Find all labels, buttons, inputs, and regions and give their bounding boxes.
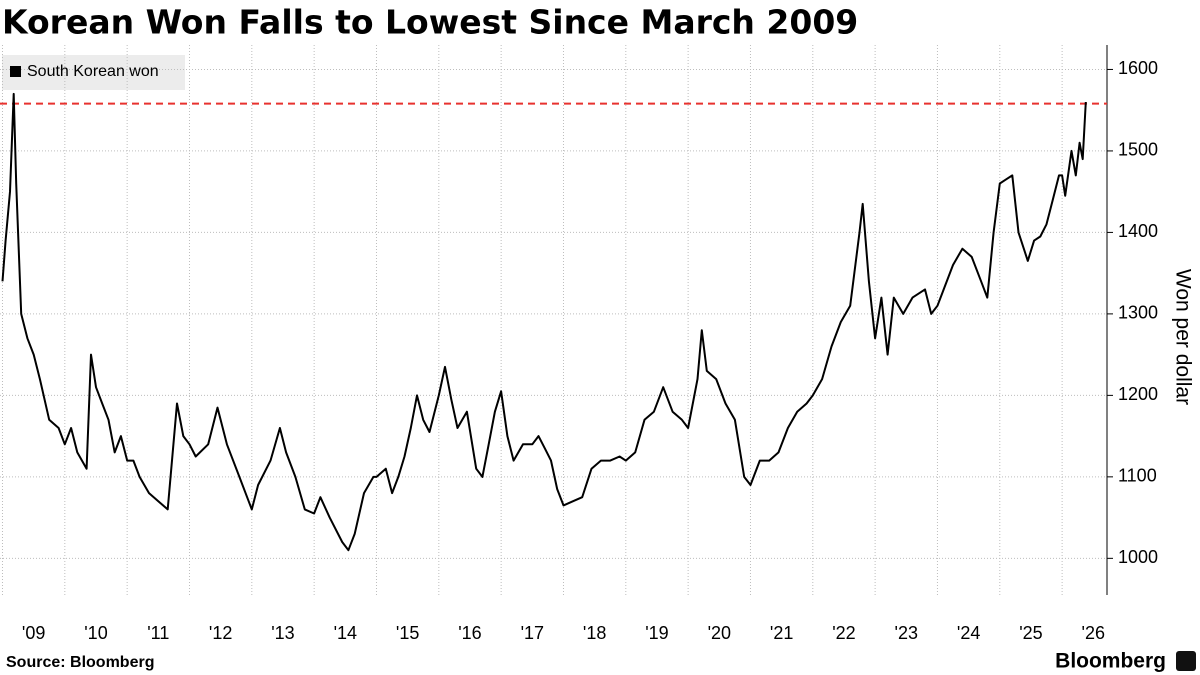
x-tick-label: '16 bbox=[458, 623, 481, 643]
x-tick-label: '10 bbox=[84, 623, 107, 643]
brand-icon bbox=[1176, 651, 1196, 671]
x-tick-label: '19 bbox=[645, 623, 668, 643]
x-tick-label: '20 bbox=[708, 623, 731, 643]
x-tick-label: '15 bbox=[396, 623, 419, 643]
x-tick-label: '12 bbox=[209, 623, 232, 643]
legend-box bbox=[2, 55, 185, 90]
y-tick-label: 1300 bbox=[1118, 303, 1158, 323]
data-line bbox=[1, 92, 1087, 552]
x-tick-label: '11 bbox=[147, 623, 169, 643]
y-tick-label: 1100 bbox=[1118, 466, 1157, 486]
x-tick-label: '26 bbox=[1082, 623, 1105, 643]
legend-swatch bbox=[10, 66, 21, 77]
y-tick-label: 1500 bbox=[1118, 140, 1158, 160]
chart-title: Korean Won Falls to Lowest Since March 2… bbox=[2, 3, 858, 42]
y-tick-label: 1000 bbox=[1118, 547, 1158, 567]
x-tick-label: '09 bbox=[22, 623, 45, 643]
brand: Bloomberg bbox=[1055, 650, 1166, 673]
legend-label: South Korean won bbox=[27, 63, 159, 80]
x-tick-label: '18 bbox=[583, 623, 606, 643]
x-tick-label: '22 bbox=[832, 623, 855, 643]
y-axis-title: Won per dollar bbox=[1171, 269, 1194, 405]
y-tick-label: 1200 bbox=[1118, 384, 1158, 404]
x-tick-label: '25 bbox=[1019, 623, 1042, 643]
x-tick-label: '21 bbox=[770, 623, 793, 643]
x-tick-label: '17 bbox=[521, 623, 544, 643]
x-tick-label: '14 bbox=[334, 623, 357, 643]
x-tick-label: '23 bbox=[895, 623, 918, 643]
y-tick-label: 1400 bbox=[1118, 221, 1158, 241]
x-tick-label: '13 bbox=[271, 623, 294, 643]
y-tick-label: 1600 bbox=[1118, 58, 1158, 78]
source: Source: Bloomberg bbox=[6, 654, 154, 671]
x-tick-label: '24 bbox=[957, 623, 980, 643]
